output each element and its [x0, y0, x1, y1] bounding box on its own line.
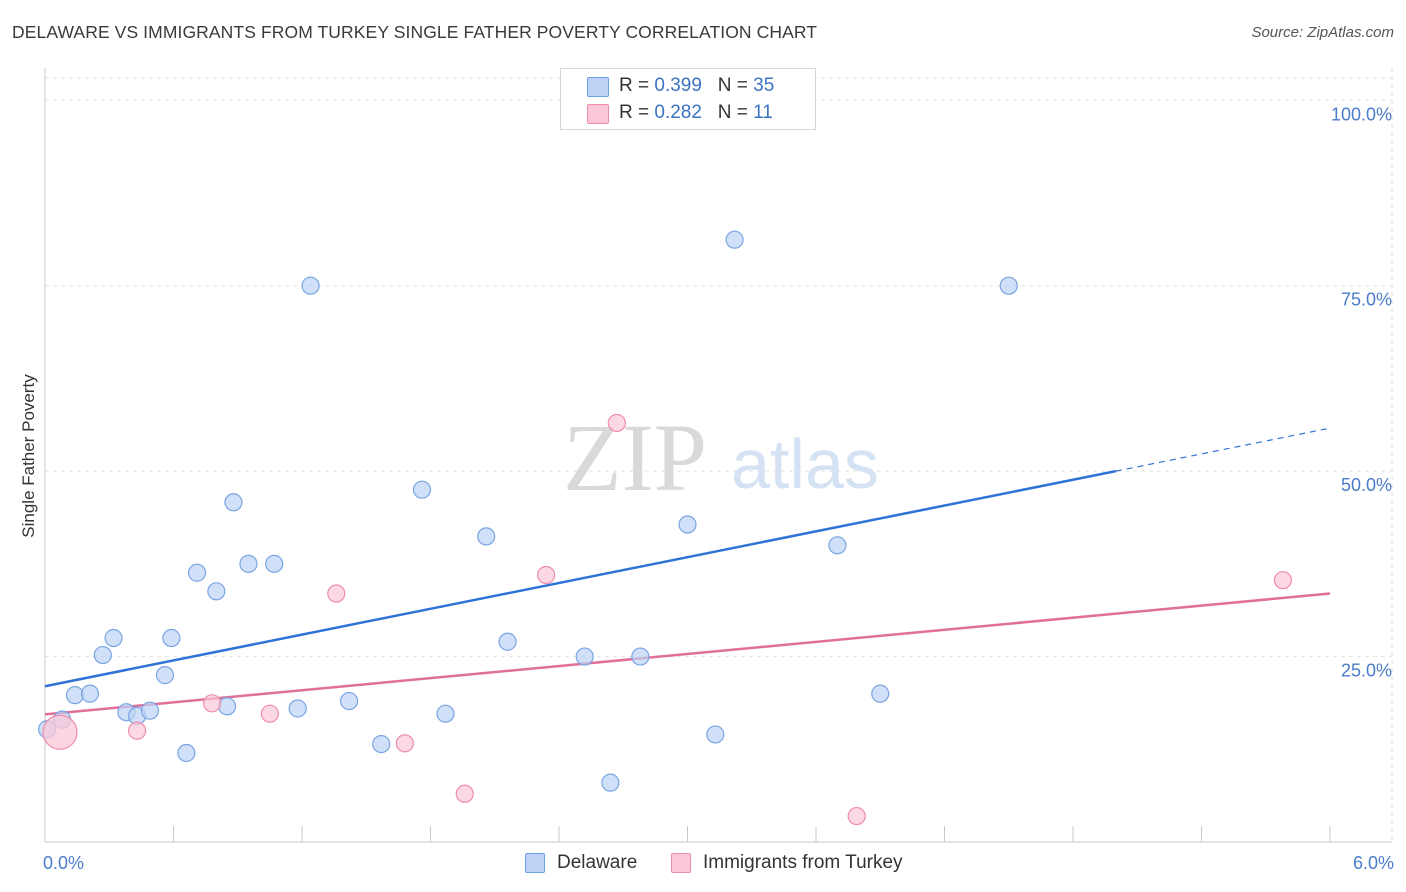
delaware-point: [631, 647, 650, 666]
r-label: R =: [619, 102, 655, 123]
turkey-point: [607, 413, 626, 433]
delaware-point: [477, 527, 496, 546]
delaware-point: [288, 699, 307, 718]
delaware-point: [412, 480, 432, 499]
data-points: [38, 230, 1292, 826]
stats-row-delaware: R = 0.399 N = 35: [587, 74, 775, 98]
axes: [44, 68, 1392, 843]
x-tick-label-min: 0.0%: [43, 853, 84, 873]
x-tick-label-max: 6.0%: [1353, 853, 1394, 873]
delaware-point: [217, 697, 237, 716]
turkey-point: [537, 565, 556, 585]
trend-lines: [44, 427, 1331, 716]
delaware-point: [828, 536, 847, 555]
delaware-point: [575, 647, 594, 666]
delaware-point: [601, 773, 620, 792]
trendline-turkey: [44, 592, 1331, 716]
stats-row-turkey: R = 0.282 N = 11: [587, 101, 773, 125]
delaware-point: [265, 554, 284, 573]
legend-item-turkey[interactable]: Immigrants from Turkey: [671, 852, 903, 874]
trendline-delaware-extension: [1115, 427, 1331, 472]
chart-title: DELAWARE VS IMMIGRANTS FROM TURKEY SINGL…: [12, 22, 818, 42]
turkey-point: [395, 734, 414, 753]
delaware-point: [999, 276, 1018, 295]
turkey-point: [847, 806, 866, 826]
delaware-point: [678, 515, 697, 534]
r-value: 0.399: [654, 75, 702, 96]
source-label: Source: ZipAtlas.com: [1251, 24, 1394, 41]
delaware-point: [93, 645, 112, 665]
trendline-delaware: [44, 469, 1117, 688]
delaware-swatch-icon: [587, 77, 609, 97]
watermark-atlas: atlas: [731, 425, 879, 503]
axis-labels: Single Father Poverty 25.0% 50.0% 75.0% 100…: [19, 104, 1394, 873]
r-label: R =: [619, 75, 655, 96]
n-label: N =: [717, 102, 754, 123]
turkey-point: [260, 704, 279, 723]
delaware-point: [239, 554, 258, 573]
watermark: ZIP atlas: [563, 404, 879, 511]
y-tick-label: 50.0%: [1341, 475, 1392, 495]
turkey-swatch-icon: [587, 104, 609, 124]
r-value: 0.282: [654, 102, 702, 123]
y-axis-label: Single Father Poverty: [19, 374, 38, 538]
delaware-point: [65, 686, 85, 705]
delaware-point: [224, 493, 243, 512]
n-label: N =: [717, 75, 754, 96]
delaware-point: [498, 632, 517, 651]
turkey-point: [1273, 571, 1292, 590]
grid-lines: [45, 68, 1393, 842]
legend-label-delaware: Delaware: [557, 852, 638, 873]
delaware-point: [177, 743, 196, 763]
delaware-point: [80, 684, 100, 703]
delaware-point: [155, 666, 175, 685]
n-value: 35: [753, 75, 775, 96]
delaware-point: [340, 691, 359, 711]
delaware-point: [301, 276, 320, 295]
delaware-point: [207, 582, 226, 601]
watermark-zip: ZIP: [563, 404, 707, 511]
delaware-point: [104, 628, 123, 648]
delaware-legend-swatch-icon: [525, 853, 545, 873]
delaware-point: [140, 701, 160, 720]
y-tick-label: 75.0%: [1341, 290, 1392, 310]
turkey-point: [127, 721, 147, 740]
turkey-legend-swatch-icon: [671, 853, 691, 873]
legend-item-delaware[interactable]: Delaware: [525, 852, 637, 874]
series-legend: Delaware Immigrants from Turkey: [0, 852, 1406, 878]
turkey-point: [202, 694, 222, 713]
delaware-point: [372, 734, 391, 754]
turkey-point: [327, 584, 346, 603]
turkey-point: [455, 784, 474, 803]
stats-legend: R = 0.399 N = 35 R = 0.282 N = 11: [560, 68, 816, 130]
delaware-point: [162, 628, 181, 648]
delaware-point: [871, 684, 890, 703]
n-value: 11: [753, 102, 773, 123]
y-tick-label: 25.0%: [1341, 661, 1392, 681]
legend-label-turkey: Immigrants from Turkey: [703, 852, 903, 873]
y-tick-label: 100.0%: [1331, 104, 1392, 124]
delaware-point: [725, 230, 744, 249]
turkey-point: [42, 714, 78, 750]
delaware-point: [706, 725, 725, 744]
delaware-point: [436, 704, 455, 723]
delaware-point: [187, 563, 207, 582]
